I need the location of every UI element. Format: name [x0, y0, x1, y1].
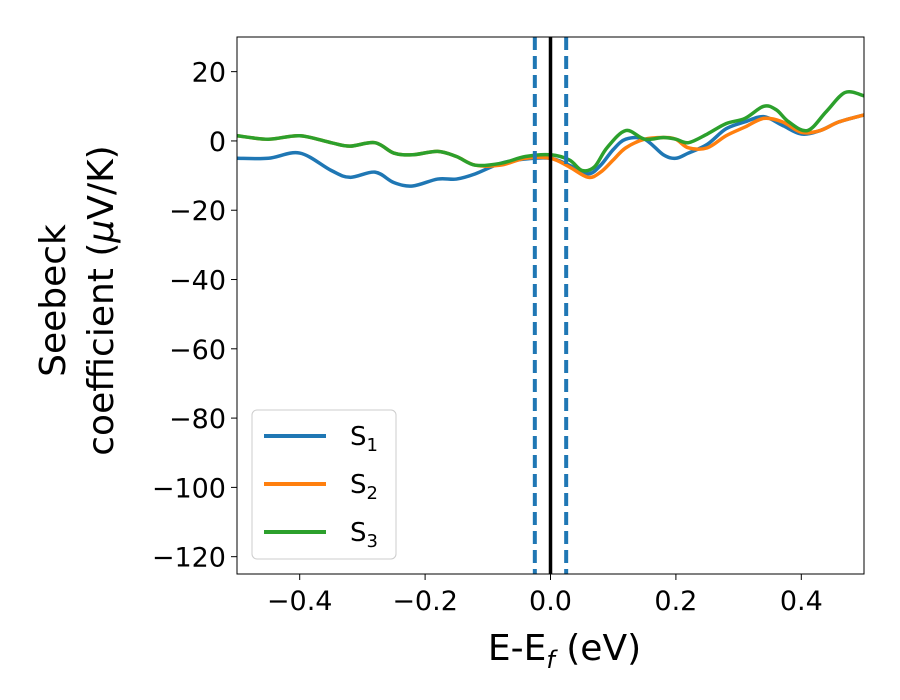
legend-label-s1: S1 [350, 422, 378, 456]
x-axis-label: E-Ef (eV) [488, 628, 641, 674]
x-tick-label: 0.0 [529, 586, 572, 617]
y-tick-label: −60 [169, 335, 226, 366]
x-tick-label: −0.4 [267, 586, 333, 617]
legend-label-s2: S2 [350, 470, 378, 504]
y-axis-label-line1: Seebeck [33, 224, 74, 377]
vertical-reference-lines [532, 37, 569, 574]
series-group [237, 90, 864, 188]
y-axis-label-text: coefficient ( [81, 243, 122, 456]
y-tick-label: 0 [209, 127, 226, 158]
x-ticks: −0.4 −0.2 0.0 0.2 0.4 [267, 574, 823, 617]
series-line-s3 [237, 90, 864, 173]
x-axis-label-unit: (eV) [555, 628, 641, 669]
x-tick-label: 0.4 [780, 586, 823, 617]
y-tick-label: −80 [169, 404, 226, 435]
y-tick-label: −40 [169, 266, 226, 297]
y-axis-label-unit: V/K) [81, 145, 122, 219]
x-axis-label-main: E-E [488, 628, 546, 669]
legend-label-s3: S3 [350, 518, 378, 552]
y-tick-label: −120 [152, 543, 226, 574]
y-ticks: 20 0 −20 −40 −60 −80 −100 −120 [152, 58, 237, 574]
y-axis-label-line2: coefficient (μV/K) [81, 145, 122, 455]
series-line-s1 [237, 113, 864, 188]
y-axis-label: Seebeck coefficient (μV/K) [33, 145, 122, 455]
y-tick-label: 20 [192, 58, 226, 89]
x-tick-label: −0.2 [392, 586, 458, 617]
y-tick-label: −100 [152, 473, 226, 504]
x-tick-label: 0.2 [654, 586, 697, 617]
y-axis-label-mu: μ [81, 220, 122, 244]
legend: S1 S2 S3 [251, 409, 397, 560]
y-tick-label: −20 [169, 196, 226, 227]
